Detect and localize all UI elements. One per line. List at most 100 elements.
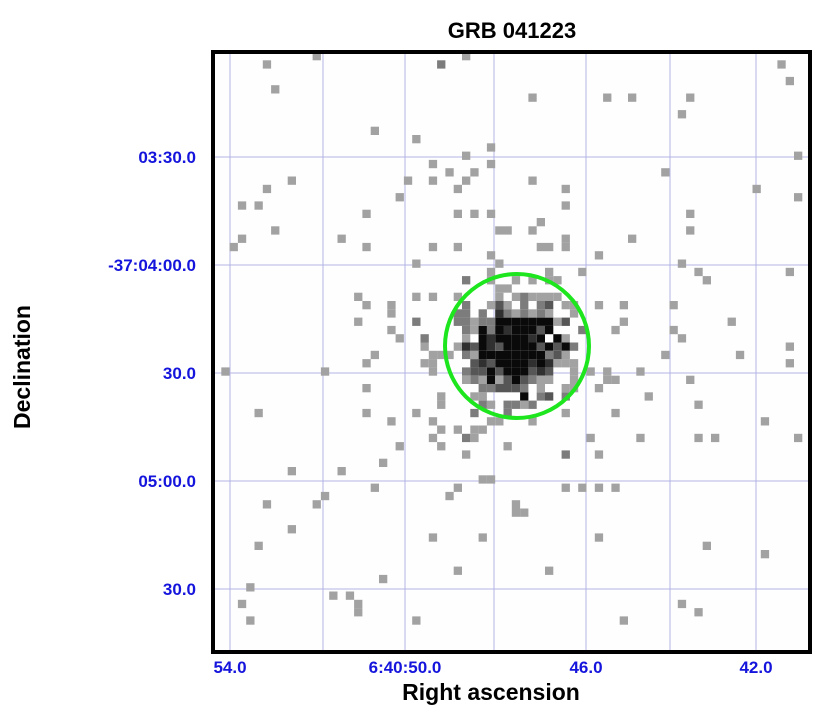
count-pixel <box>528 309 537 318</box>
count-pixel <box>785 76 794 86</box>
x-tick-label: 46.0 <box>569 658 602 677</box>
count-pixel <box>594 483 604 492</box>
count-pixel <box>553 334 562 343</box>
count-pixel <box>246 583 255 592</box>
count-pixel <box>511 359 521 368</box>
count-pixel <box>511 367 521 376</box>
count-pixel <box>528 359 537 368</box>
count-pixel <box>520 342 529 351</box>
count-pixel <box>661 350 670 360</box>
count-pixel <box>569 375 579 384</box>
count-pixel <box>470 425 479 434</box>
count-pixel <box>694 608 703 617</box>
count-pixel <box>495 350 504 360</box>
count-pixel <box>536 350 545 360</box>
count-pixel <box>553 359 562 368</box>
count-pixel <box>254 408 263 418</box>
count-pixel <box>545 375 554 384</box>
x-tick-labels: 54.0 6:40:50.0 46.0 42.0 <box>213 658 772 677</box>
count-pixel <box>677 259 687 268</box>
count-pixel <box>735 350 745 360</box>
count-pixel <box>561 334 570 343</box>
count-pixel <box>636 367 645 376</box>
count-pixel <box>503 334 512 343</box>
count-pixel <box>702 541 711 550</box>
count-pixel <box>437 60 446 69</box>
count-pixel <box>694 433 703 443</box>
count-pixel <box>569 309 579 318</box>
count-pixel <box>486 267 496 277</box>
count-pixel <box>486 342 496 351</box>
count-pixel <box>561 317 570 326</box>
y-tick-label: 30.0 <box>163 364 196 383</box>
count-pixel <box>511 384 521 393</box>
count-pixel <box>412 317 421 326</box>
count-pixel <box>511 500 521 509</box>
count-pixel <box>462 317 471 326</box>
count-pixel <box>462 433 471 443</box>
count-pixel <box>462 375 471 384</box>
count-pixel <box>287 176 296 185</box>
count-pixel <box>561 234 570 243</box>
count-pixel <box>794 193 803 202</box>
count-pixel <box>453 184 462 194</box>
count-pixel <box>445 350 454 360</box>
count-pixel <box>503 309 512 318</box>
count-pixel <box>486 350 496 360</box>
count-pixel <box>486 375 496 384</box>
count-pixel <box>362 359 371 368</box>
count-pixel <box>628 234 637 243</box>
count-pixel <box>545 325 554 335</box>
count-pixel <box>262 500 272 509</box>
count-pixel <box>271 85 280 94</box>
count-pixel <box>462 367 471 376</box>
count-pixel <box>619 317 628 326</box>
count-pixel <box>437 392 446 401</box>
count-pixel <box>503 284 512 293</box>
count-pixel <box>578 267 587 277</box>
count-pixel <box>462 176 471 185</box>
count-pixel <box>511 292 521 301</box>
count-pixel <box>545 301 554 310</box>
count-pixel <box>379 574 388 584</box>
count-pixel <box>486 367 496 376</box>
count-pixel <box>603 93 612 102</box>
count-pixel <box>486 143 496 152</box>
count-pixel <box>569 367 579 376</box>
count-pixel <box>462 276 471 285</box>
count-pixel <box>619 301 628 310</box>
count-pixel <box>428 292 438 301</box>
count-pixel <box>520 392 529 401</box>
count-pixel <box>520 367 529 376</box>
count-pixel <box>395 193 404 202</box>
count-pixel <box>387 325 396 335</box>
count-pixel <box>478 359 487 368</box>
count-pixel <box>503 408 512 418</box>
count-pixel <box>561 408 570 418</box>
count-pixel <box>686 226 695 235</box>
count-pixel <box>486 384 496 393</box>
count-pixel <box>237 201 247 210</box>
count-pixel <box>536 292 545 301</box>
count-pixel <box>603 367 612 376</box>
count-pixel <box>511 350 521 360</box>
count-pixel <box>536 218 545 227</box>
photon-counts <box>221 52 803 625</box>
count-pixel <box>503 375 512 384</box>
count-pixel <box>362 209 371 218</box>
count-pixel <box>511 375 521 384</box>
count-pixel <box>520 508 529 517</box>
count-pixel <box>511 342 521 351</box>
count-pixel <box>478 367 487 376</box>
count-pixel <box>478 309 487 318</box>
count-pixel <box>354 608 363 617</box>
count-pixel <box>486 400 496 409</box>
count-pixel <box>611 483 620 492</box>
count-pixel <box>536 317 545 326</box>
count-pixel <box>254 201 263 210</box>
count-pixel <box>669 301 678 310</box>
count-pixel <box>362 384 371 393</box>
count-pixel <box>495 384 504 393</box>
count-pixel <box>428 350 438 360</box>
count-pixel <box>511 276 521 285</box>
